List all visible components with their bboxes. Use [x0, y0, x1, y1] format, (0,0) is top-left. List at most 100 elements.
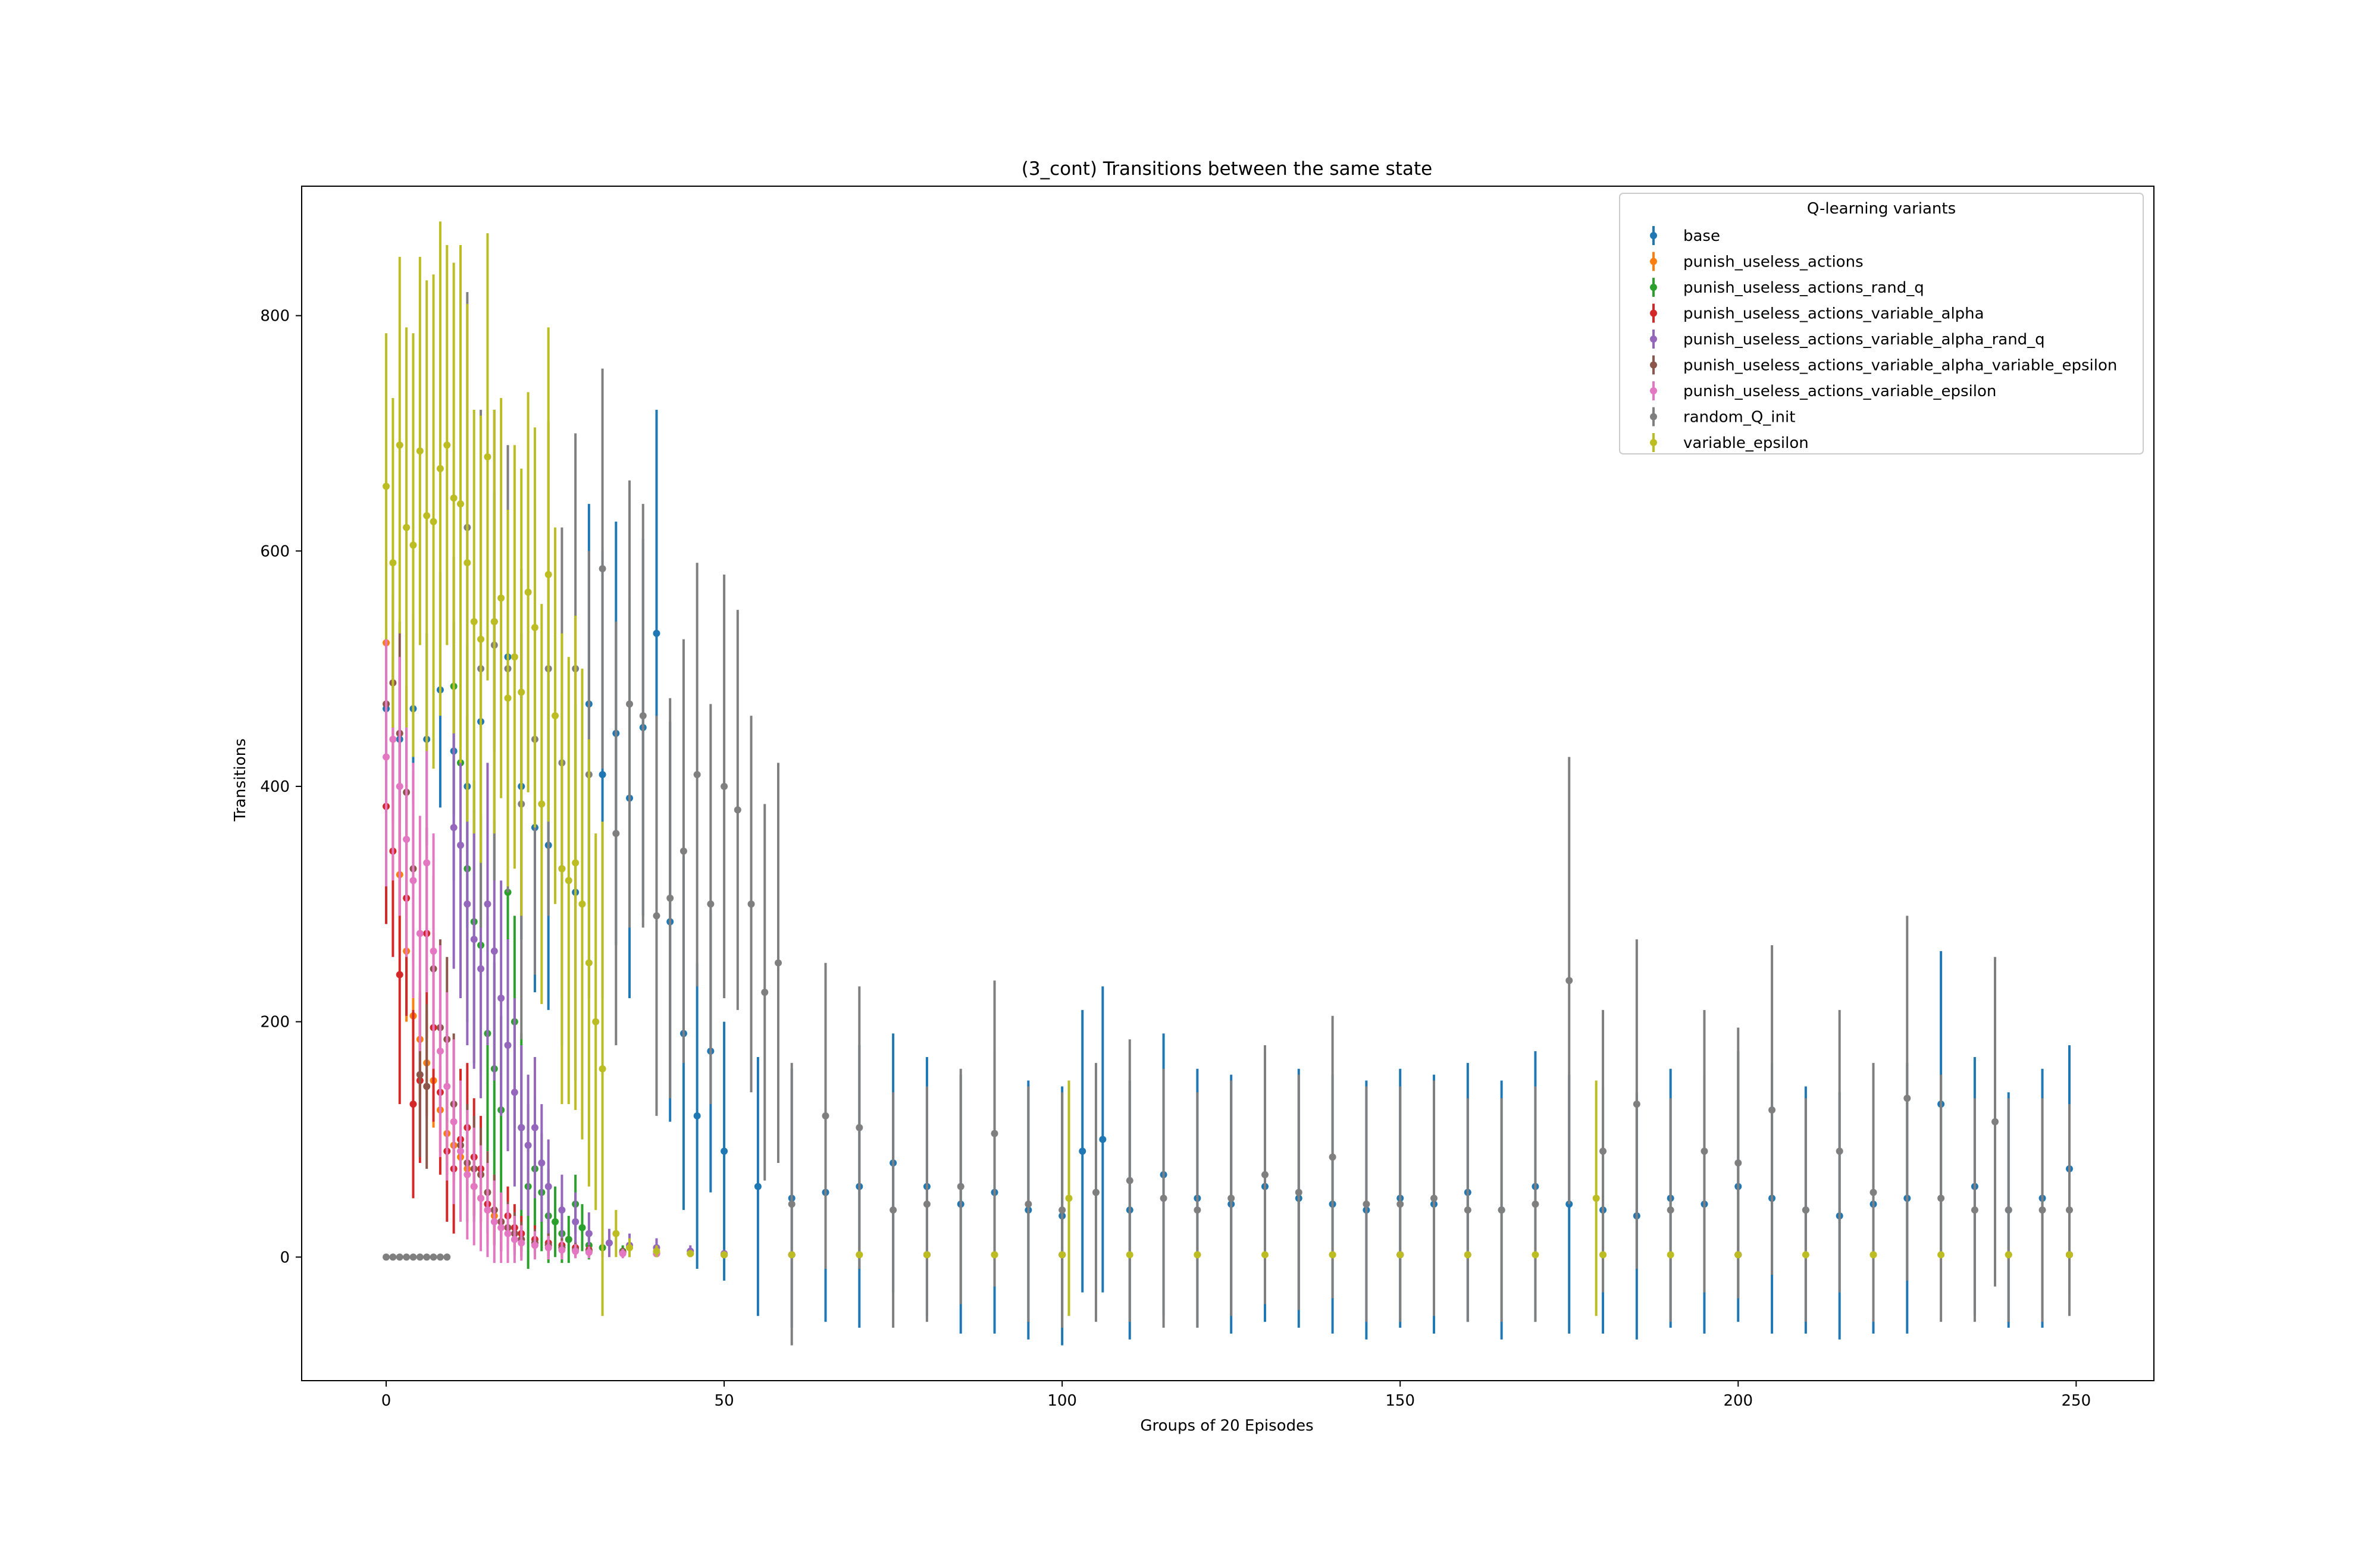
data-point	[538, 800, 546, 808]
x-axis-label: Groups of 20 Episodes	[1140, 1417, 1313, 1435]
data-point	[1498, 1206, 1505, 1214]
data-point	[416, 930, 424, 937]
data-point	[747, 900, 755, 908]
data-point	[477, 1194, 485, 1202]
data-point	[1937, 1194, 1945, 1202]
legend-entry: punish_useless_actions_variable_alpha_va…	[1650, 355, 2117, 375]
data-point	[430, 518, 437, 525]
data-point	[1971, 1206, 1978, 1214]
data-point	[1194, 1206, 1201, 1214]
data-point	[396, 1253, 403, 1261]
data-point	[1363, 1200, 1370, 1208]
data-point	[612, 830, 620, 838]
data-point	[1599, 1147, 1607, 1155]
data-point	[585, 1230, 593, 1237]
data-point	[1802, 1206, 1809, 1214]
data-point	[511, 1089, 518, 1096]
data-point	[679, 847, 687, 855]
data-point	[544, 1183, 552, 1190]
data-point	[1599, 1251, 1607, 1259]
data-point	[430, 1253, 437, 1261]
data-point	[497, 995, 505, 1002]
legend-entry: punish_useless_actions	[1650, 252, 1864, 271]
data-point	[464, 1171, 471, 1178]
data-point	[1802, 1251, 1809, 1259]
data-point	[1869, 1189, 1877, 1196]
data-point	[403, 523, 411, 531]
data-point	[389, 559, 397, 567]
y-axis-ticks: 0 200 400 600 800	[260, 308, 302, 1266]
data-point	[693, 1112, 701, 1120]
data-point	[599, 1065, 606, 1073]
legend-swatch-marker	[1650, 413, 1657, 421]
data-point	[464, 900, 471, 908]
data-point	[1701, 1147, 1708, 1155]
data-point	[572, 1218, 580, 1225]
data-point	[1903, 1095, 1911, 1102]
legend-entry: variable_epsilon	[1650, 433, 1809, 452]
data-point	[721, 782, 728, 790]
data-point	[558, 865, 566, 873]
data-point	[518, 688, 525, 696]
data-point	[2065, 1206, 2073, 1214]
legend-swatch-marker	[1650, 387, 1657, 394]
data-point	[443, 441, 451, 449]
data-point	[423, 859, 431, 867]
data-point	[1633, 1100, 1640, 1108]
data-point	[2005, 1251, 2012, 1259]
data-point	[389, 735, 397, 743]
data-point	[1059, 1251, 1066, 1259]
data-point	[1396, 1251, 1404, 1259]
data-point	[504, 1042, 512, 1049]
data-point	[1565, 977, 1573, 984]
data-point	[1065, 1194, 1073, 1202]
y-axis-label: Transitions	[231, 738, 249, 821]
x-tick-label: 250	[2062, 1392, 2091, 1410]
data-point	[383, 753, 390, 761]
data-point	[470, 1183, 478, 1190]
data-point	[585, 1249, 593, 1256]
data-point	[409, 877, 417, 885]
data-point	[403, 1253, 411, 1261]
data-point	[1261, 1171, 1269, 1178]
legend-entry: punish_useless_actions_variable_alpha_ra…	[1650, 330, 2045, 349]
data-point	[592, 1018, 600, 1026]
legend-title: Q-learning variants	[1807, 200, 1956, 218]
data-point	[599, 565, 606, 572]
legend-label: punish_useless_actions_variable_alpha_va…	[1683, 357, 2117, 375]
data-point	[1329, 1251, 1336, 1259]
data-point	[423, 1253, 431, 1261]
data-point	[687, 1250, 694, 1258]
legend-swatch-marker	[1650, 232, 1657, 239]
data-point	[856, 1251, 863, 1259]
chart-title: (3_cont) Transitions between the same st…	[1022, 158, 1432, 180]
legend-swatch-marker	[1650, 309, 1657, 317]
data-point	[1295, 1189, 1302, 1196]
data-point	[450, 1118, 458, 1125]
data-marks	[383, 221, 2073, 1346]
data-point	[1194, 1251, 1201, 1259]
data-point	[774, 959, 782, 967]
data-point	[511, 1236, 518, 1243]
data-point	[403, 835, 411, 843]
data-point	[721, 1147, 728, 1155]
data-point	[585, 959, 593, 967]
data-point	[436, 1048, 444, 1055]
data-point	[1092, 1189, 1100, 1196]
legend-swatch-marker	[1650, 439, 1657, 446]
data-point	[423, 512, 431, 519]
data-point	[957, 1183, 964, 1190]
data-point	[923, 1251, 931, 1259]
data-point	[450, 824, 458, 832]
data-point	[1329, 1153, 1336, 1161]
data-point	[1464, 1251, 1471, 1259]
legend-label: punish_useless_actions_variable_alpha	[1683, 305, 1984, 323]
data-point	[383, 482, 390, 490]
legend-entry: punish_useless_actions_rand_q	[1650, 278, 1924, 297]
legend-label: punish_useless_actions_rand_q	[1683, 279, 1924, 297]
data-point	[484, 453, 491, 461]
data-point	[524, 588, 532, 596]
legend-entry: base	[1650, 226, 1720, 245]
y-tick-label: 800	[260, 308, 290, 325]
